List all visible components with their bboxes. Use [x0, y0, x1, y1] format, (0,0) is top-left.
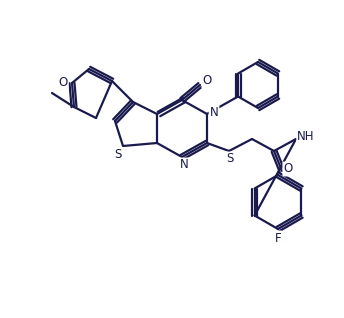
Text: N: N — [209, 107, 218, 120]
Text: N: N — [180, 158, 189, 171]
Text: O: O — [58, 77, 68, 89]
Text: S: S — [114, 148, 122, 161]
Text: F: F — [275, 232, 281, 245]
Text: O: O — [283, 162, 293, 176]
Text: NH: NH — [297, 130, 315, 143]
Text: O: O — [202, 74, 212, 87]
Text: S: S — [226, 153, 234, 165]
